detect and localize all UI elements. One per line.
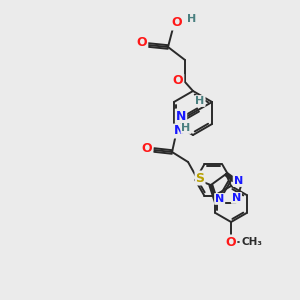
- Text: O: O: [173, 74, 183, 88]
- Text: N: N: [232, 193, 241, 203]
- Text: H: H: [188, 14, 196, 24]
- Text: H: H: [182, 123, 191, 133]
- Text: O: O: [137, 37, 147, 50]
- Text: H: H: [195, 96, 205, 106]
- Text: O: O: [226, 236, 236, 248]
- Text: O: O: [142, 142, 152, 154]
- Text: O: O: [172, 16, 182, 29]
- Text: N: N: [176, 110, 186, 122]
- Text: N: N: [174, 124, 184, 137]
- Text: CH₃: CH₃: [241, 237, 262, 247]
- Text: N: N: [215, 194, 224, 204]
- Text: S: S: [196, 172, 205, 184]
- Text: N: N: [234, 176, 243, 186]
